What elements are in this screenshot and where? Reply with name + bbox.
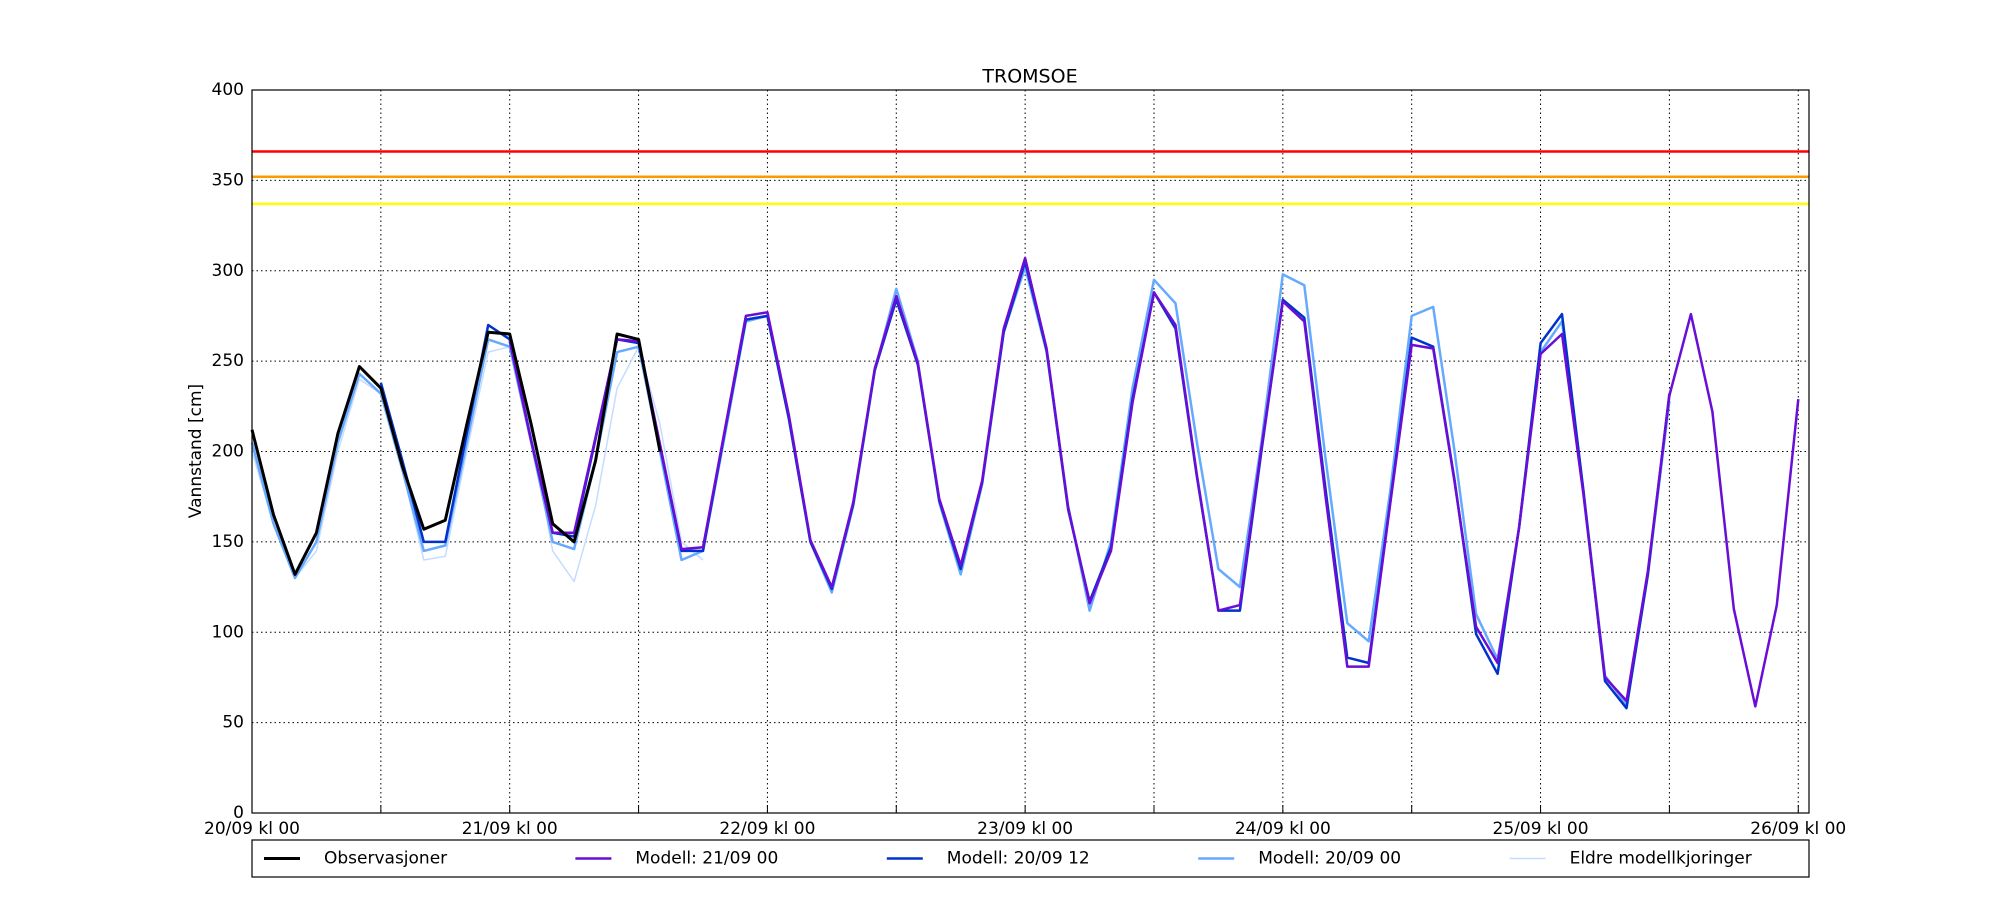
series-line <box>251 345 704 583</box>
series-line <box>508 256 1800 708</box>
y-tick-label: 200 <box>212 442 244 462</box>
series-line <box>250 265 1671 706</box>
x-tick-label: 20/09 kl 00 <box>204 819 300 839</box>
y-tick-label: 300 <box>212 261 244 281</box>
y-tick-label: 400 <box>212 80 244 100</box>
legend-box <box>251 839 1810 878</box>
y-tick-label: 100 <box>212 622 244 642</box>
legend-label: Modell: 20/09 00 <box>1258 849 1401 869</box>
legend-label: Modell: 20/09 12 <box>947 849 1090 869</box>
y-tick-label: 0 <box>233 803 244 823</box>
legend-label: Eldre modellkjoringer <box>1570 849 1752 869</box>
y-tick-label: 350 <box>212 170 244 190</box>
legend-label: Observasjoner <box>324 849 447 869</box>
x-tick-label: 24/09 kl 00 <box>1235 819 1331 839</box>
series-line <box>250 330 662 576</box>
x-tick-label: 23/09 kl 00 <box>977 819 1073 839</box>
legend-label: Modell: 21/09 00 <box>635 849 778 869</box>
y-tick-label: 250 <box>212 351 244 371</box>
chart-title: TROMSOE <box>981 66 1077 88</box>
x-tick-label: 25/09 kl 00 <box>1493 819 1589 839</box>
plot-frame <box>251 89 1810 814</box>
x-tick-label: 21/09 kl 00 <box>462 819 558 839</box>
y-tick-label: 150 <box>212 532 244 552</box>
y-tick-label: 50 <box>222 713 244 733</box>
x-tick-label: 22/09 kl 00 <box>719 819 815 839</box>
x-tick-label: 26/09 kl 00 <box>1750 819 1846 839</box>
y-axis-label: Vannstand [cm] <box>186 384 206 518</box>
